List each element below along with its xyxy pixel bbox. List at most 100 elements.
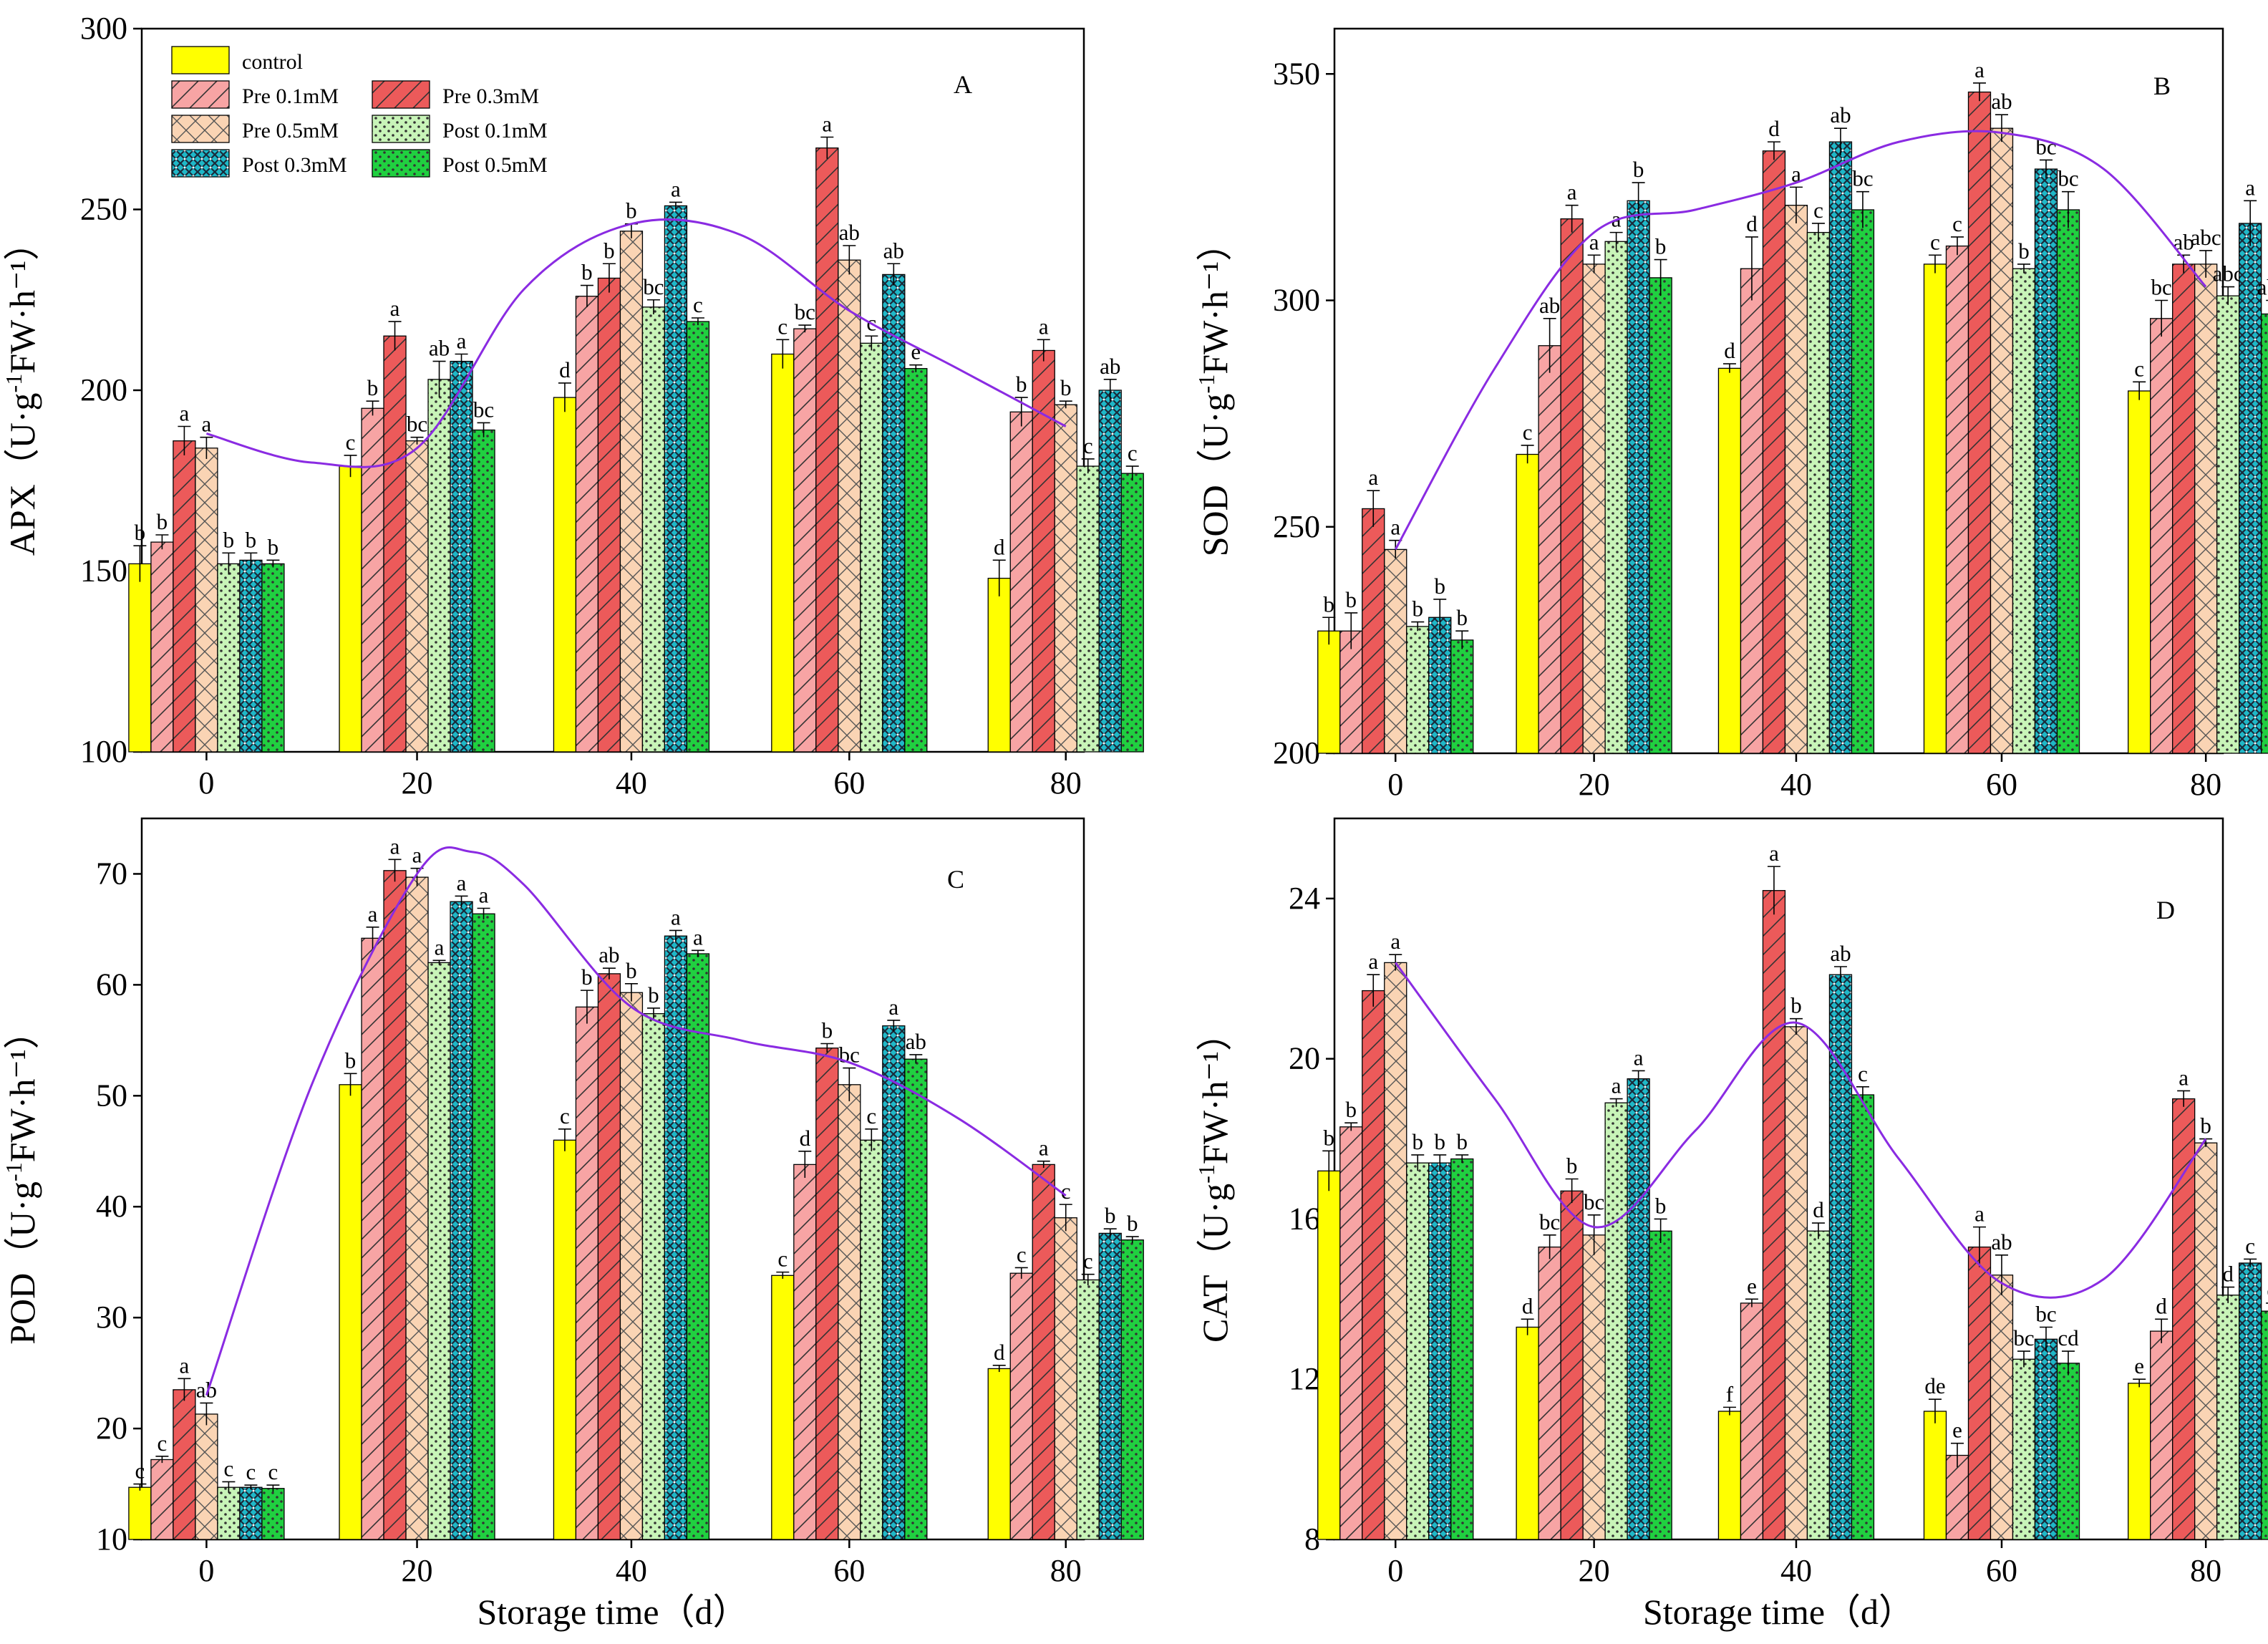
significance-label: d xyxy=(559,357,571,382)
bar-outline xyxy=(2261,313,2268,754)
bar-pre-0-3mm-day-40: ab xyxy=(597,942,621,1540)
bar-hatch xyxy=(2239,223,2262,754)
bar-control-day-60: c xyxy=(771,1247,795,1540)
bar-hatch xyxy=(576,296,598,752)
bar-post-0-3mm-day-60: bc xyxy=(2034,1301,2058,1540)
significance-label: d xyxy=(1813,1197,1824,1222)
bar-pre-0-5mm-day-80: abc xyxy=(2191,225,2221,754)
y-tick-label: 250 xyxy=(1273,509,1320,544)
bar-post-0-5mm-day-80: c xyxy=(1120,440,1144,753)
bar-hatch xyxy=(1077,1280,1100,1539)
significance-label: c xyxy=(1017,1242,1027,1267)
bar-hatch xyxy=(793,329,816,752)
bar-post-0-3mm-day-80: a xyxy=(2239,175,2262,754)
bar-post-0-5mm-day-0: b xyxy=(1450,1129,1474,1540)
bar-post-0-3mm-day-20: b xyxy=(1627,157,1650,754)
bar-hatch xyxy=(406,440,429,752)
bar-hatch xyxy=(261,564,284,752)
bar-post-0-1mm-day-20: a xyxy=(1604,207,1628,754)
significance-label: b xyxy=(581,964,593,990)
bar-pre-0-3mm-day-40: d xyxy=(1762,116,1786,754)
significance-label: b xyxy=(1633,157,1644,182)
bar-pre-0-1mm-day-20: bc xyxy=(1538,1209,1561,1540)
significance-label: bc xyxy=(2013,1325,2034,1350)
significance-label: c xyxy=(1952,211,1962,236)
x-tick-label: 20 xyxy=(402,1553,433,1588)
bar-hatch xyxy=(472,430,495,752)
bar-pre-0-3mm-day-80: a xyxy=(1032,314,1055,753)
bar-post-0-5mm-day-20: a xyxy=(472,882,495,1540)
bar-post-0-1mm-day-80: c xyxy=(1076,1249,1100,1540)
significance-label: c xyxy=(1083,433,1093,458)
bar-fill xyxy=(771,354,794,752)
bar-post-0-5mm-day-80: abc xyxy=(2257,275,2268,754)
significance-label: b xyxy=(1566,1154,1578,1179)
legend-swatch-outline xyxy=(372,80,430,109)
bar-post-0-1mm-day-20: a xyxy=(427,934,451,1540)
significance-label: ab xyxy=(598,942,619,967)
bar-pre-0-3mm-day-20: a xyxy=(1560,180,1584,754)
significance-label: b xyxy=(1412,1129,1424,1154)
y-tick-label: 12 xyxy=(1289,1361,1320,1396)
bar-control-day-60: de xyxy=(1923,1373,1947,1540)
y-tick-label: 20 xyxy=(96,1411,127,1446)
legend-swatch-outline xyxy=(372,149,430,178)
significance-label: ab xyxy=(1100,354,1120,379)
bar-post-0-5mm-day-40: c xyxy=(686,292,710,753)
y-tick-label: 10 xyxy=(96,1522,127,1557)
significance-label: e xyxy=(1952,1418,1962,1443)
bar-fill xyxy=(1516,454,1539,753)
bar-hatch xyxy=(1946,246,1969,754)
x-tick-label: 80 xyxy=(1050,1553,1082,1588)
bar-hatch xyxy=(362,408,384,752)
bar-post-0-1mm-day-80: d xyxy=(2216,1262,2240,1540)
significance-label: b xyxy=(604,238,615,263)
trend-line xyxy=(206,218,1067,468)
bar-pre-0-3mm-day-40: a xyxy=(1762,841,1786,1540)
significance-label: c xyxy=(866,1103,876,1128)
significance-label: ab xyxy=(906,1029,926,1054)
bar-fill xyxy=(128,564,151,752)
bar-pre-0-1mm-day-0: b xyxy=(150,509,174,753)
bar-hatch xyxy=(815,1048,838,1539)
panel-letter: C xyxy=(947,865,964,894)
bar-hatch xyxy=(1010,412,1033,752)
significance-label: b xyxy=(1324,1125,1335,1150)
significance-label: ab xyxy=(1539,293,1560,318)
x-tick-label: 60 xyxy=(833,765,865,801)
bar-hatch xyxy=(642,1013,665,1539)
bar-hatch xyxy=(815,148,838,752)
bar-hatch xyxy=(1538,345,1561,753)
y-tick-label: 40 xyxy=(96,1189,127,1224)
bar-pre-0-1mm-day-60: d xyxy=(793,1126,817,1540)
bar-post-0-5mm-day-20: b xyxy=(1649,1193,1672,1540)
bar-control-day-0: c xyxy=(128,1459,152,1540)
significance-label: ab xyxy=(1830,102,1851,127)
bar-pre-0-3mm-day-0: a xyxy=(1362,465,1385,754)
significance-label: bc xyxy=(473,397,494,422)
bar-outline xyxy=(2261,1310,2268,1540)
bar-hatch xyxy=(1807,1231,1830,1539)
significance-label: b xyxy=(648,982,659,1007)
bar-hatch xyxy=(2261,314,2268,754)
significance-label: bc xyxy=(2035,134,2056,159)
bar-pre-0-1mm-day-60: e xyxy=(1945,1418,1969,1540)
bar-hatch xyxy=(598,278,621,752)
legend: control Pre 0.1mM Pre 0.3mM Pre 0.5mM Post 0… xyxy=(171,46,548,178)
significance-label: bc xyxy=(1584,1189,1604,1214)
significance-label: a xyxy=(1634,1045,1644,1070)
x-tick-label: 80 xyxy=(2190,767,2221,802)
bar-pre-0-5mm-day-0: a xyxy=(1384,515,1407,754)
significance-label: c xyxy=(135,1459,145,1484)
bar-post-0-1mm-day-40: d xyxy=(1806,1197,1831,1540)
legend-swatch-outline xyxy=(171,80,230,109)
legend-swatch-hatch xyxy=(372,150,430,177)
significance-label: a xyxy=(1390,929,1400,954)
x-tick-label: 40 xyxy=(1780,767,1812,802)
bar-hatch xyxy=(1649,1231,1672,1539)
bar-hatch xyxy=(598,973,621,1539)
bar-post-0-3mm-day-0: b xyxy=(1428,1129,1452,1540)
bar-pre-0-1mm-day-80: c xyxy=(1009,1242,1033,1540)
significance-label: c xyxy=(158,1431,168,1456)
